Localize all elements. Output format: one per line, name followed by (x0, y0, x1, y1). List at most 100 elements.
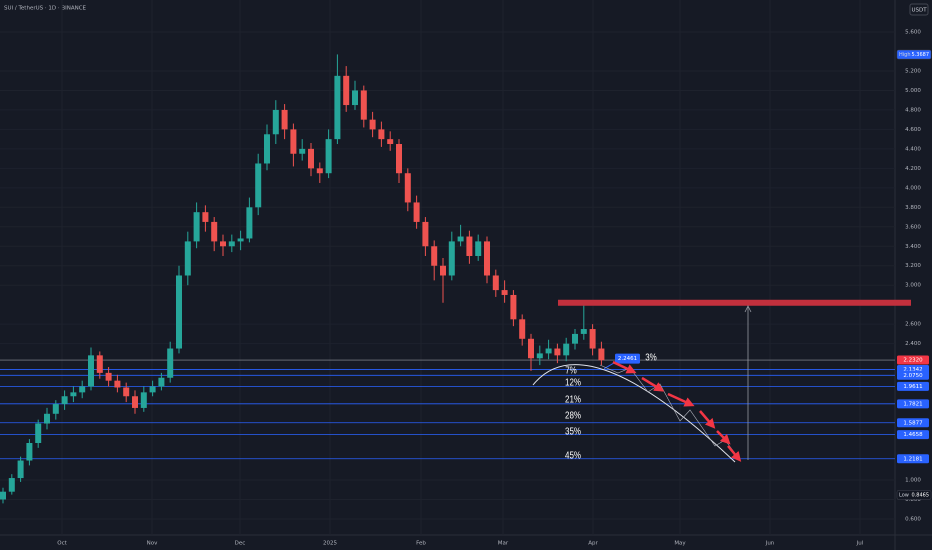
candle-body (352, 90, 358, 106)
candle-body (79, 386, 86, 393)
last-price-box (897, 355, 929, 365)
candle-body (184, 241, 191, 276)
candle-body (545, 348, 552, 354)
candle-body (264, 134, 270, 164)
currency-box (909, 3, 929, 16)
candle-body (431, 246, 438, 266)
candle-body (572, 333, 578, 344)
y-tick-label: 3.200 (905, 263, 921, 269)
last-price-label: 2.2320 (903, 358, 923, 364)
high-tag: High (899, 52, 911, 58)
percent-annotation: 7% (565, 365, 577, 376)
candle-body (528, 338, 534, 359)
y-tick-label: 4.000 (905, 185, 921, 191)
candle-body (114, 380, 121, 388)
y-tick-label: 1.000 (905, 478, 921, 484)
candle-body (132, 396, 138, 408)
marker-label: 2.2461 (618, 356, 637, 362)
candle-body (396, 144, 402, 174)
candle-body (61, 396, 68, 405)
candle-body (193, 212, 200, 242)
candle-body (26, 442, 33, 461)
x-tick-label: 2025 (323, 541, 337, 547)
candle-body (220, 241, 226, 247)
candle-body (255, 163, 262, 208)
candle-body (589, 329, 596, 349)
candle-body (17, 460, 24, 479)
level-label: 1.2181 (903, 456, 922, 462)
candle-body (598, 348, 605, 361)
candle-body (325, 139, 332, 174)
level-label: 1.9611 (903, 384, 922, 390)
candle-body (360, 90, 367, 120)
candle-body (563, 343, 570, 356)
percent-annotation: 21% (565, 394, 581, 405)
y-tick-label: 4.800 (905, 107, 921, 113)
candle-body (202, 212, 209, 222)
percent-annotation: 12% (565, 377, 581, 388)
candle-body (519, 319, 526, 339)
resistance-zone (558, 299, 911, 306)
x-tick-label: Jun (765, 541, 775, 547)
percent-annotation: 3% (645, 352, 657, 363)
y-tick-label: 3.800 (905, 205, 921, 211)
x-tick-label: Jul (856, 541, 864, 547)
candle-body (52, 404, 59, 414)
candle-body (149, 386, 156, 393)
y-tick-label: 4.400 (905, 146, 921, 152)
candle-body (272, 109, 279, 135)
x-tick-label: Nov (147, 541, 158, 547)
y-tick-label: 5.600 (905, 30, 921, 36)
candle-body (281, 109, 288, 130)
candle-body (308, 148, 314, 169)
level-label-box (897, 370, 929, 380)
trend-arrow (716, 430, 731, 445)
trend-arrow (612, 360, 637, 374)
level-label: 1.7821 (903, 401, 922, 407)
candle-body (501, 290, 508, 295)
y-tick-label: 3.400 (905, 244, 921, 250)
percent-annotation: 45% (565, 450, 581, 461)
percent-annotation: 35% (565, 426, 581, 437)
currency: USDT (911, 8, 927, 14)
candle-body (343, 75, 350, 106)
high-box (896, 49, 932, 60)
candle-body (378, 129, 385, 140)
trend-arrow (699, 410, 716, 429)
candle-body (176, 275, 182, 349)
candle-body (140, 392, 147, 408)
candle-body (299, 148, 306, 154)
y-tick-label: 0.800 (905, 497, 921, 503)
chart-title: SUI / TetherUS · 1D · BINANCE (4, 6, 87, 12)
x-tick-label: Dec (235, 541, 246, 547)
low-box (896, 490, 932, 500)
candle-body (167, 348, 174, 378)
trend-arrow (641, 376, 665, 392)
candle-body (8, 478, 15, 492)
candle-body (448, 241, 455, 276)
low-tag: Low (899, 492, 909, 498)
candle-body (70, 392, 77, 397)
x-tick-label: Feb (416, 541, 426, 547)
candle-body (0, 491, 6, 500)
candle-body (246, 207, 253, 239)
candle-body (422, 221, 429, 247)
y-tick-label: 4.600 (905, 127, 921, 133)
level-label-box (897, 399, 929, 409)
candle-body (211, 221, 218, 242)
level-label: 1.5877 (903, 420, 923, 426)
level-label-box (897, 454, 929, 464)
candle-body (387, 139, 394, 145)
y-tick-label: 2.600 (905, 322, 921, 328)
candle-body (123, 387, 130, 397)
candle-body (413, 202, 420, 222)
x-tick-label: Oct (57, 541, 67, 547)
y-tick-label: 3.000 (905, 283, 921, 289)
candle-body (35, 423, 42, 443)
level-label: 2.1342 (903, 367, 922, 373)
low-value: 0.8465 (912, 492, 930, 498)
y-tick-label: 3.600 (905, 224, 921, 230)
candle-body (536, 353, 543, 359)
candle-body (105, 372, 112, 381)
